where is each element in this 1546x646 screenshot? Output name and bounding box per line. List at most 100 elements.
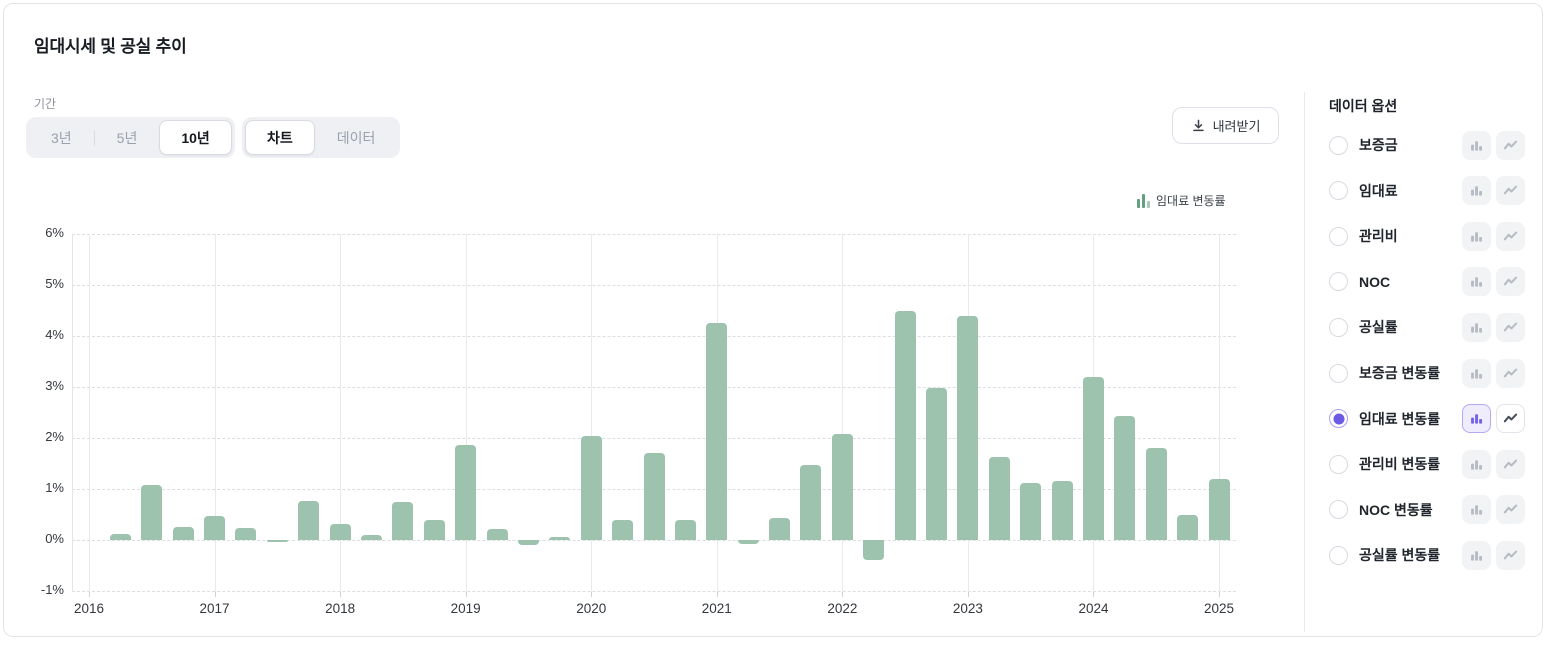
bar-2020-Q4[interactable] (706, 323, 728, 540)
radio-unselected[interactable] (1329, 135, 1348, 155)
bar-2021-Q3[interactable] (800, 464, 822, 540)
bar-view-icon-button[interactable] (1462, 267, 1491, 297)
view-option-1[interactable]: 차트 (245, 120, 315, 155)
radio-unselected[interactable] (1329, 181, 1348, 201)
y-gridline (72, 234, 1236, 235)
line-view-icon-button[interactable] (1496, 404, 1525, 434)
line-view-icon-button[interactable] (1496, 540, 1525, 570)
bar-2023-Q4[interactable] (1082, 376, 1104, 540)
bar-view-icon-button[interactable] (1462, 130, 1491, 160)
bar-view-icon-button[interactable] (1462, 221, 1491, 251)
line-view-icon-button[interactable] (1496, 130, 1525, 160)
bar-2021-Q4[interactable] (831, 434, 853, 540)
bar-2020-Q3[interactable] (674, 519, 696, 540)
x-axis-tick (340, 592, 342, 597)
vertical-divider (1304, 92, 1305, 632)
bar-2024-Q4[interactable] (1208, 479, 1230, 540)
bar-2019-Q3[interactable] (549, 536, 571, 540)
data-option-row: NOC (1329, 266, 1525, 298)
period-option-3[interactable]: 10년 (159, 120, 232, 155)
bar-view-icon-button[interactable] (1462, 495, 1491, 525)
bar-2016-Q3[interactable] (172, 526, 194, 540)
line-view-icon-button[interactable] (1496, 312, 1525, 342)
x-axis-tick (842, 592, 844, 597)
period-option-2[interactable]: 5년 (95, 120, 160, 155)
radio-unselected[interactable] (1329, 545, 1348, 565)
bar-2017-Q2[interactable] (266, 540, 288, 543)
bar-2018-Q4[interactable] (455, 444, 477, 540)
period-option-1[interactable]: 3년 (29, 120, 94, 155)
bar-view-icon-button[interactable] (1462, 358, 1491, 388)
line-view-icon-button[interactable] (1496, 221, 1525, 251)
bar-2018-Q1[interactable] (361, 534, 382, 540)
bar-2020-Q1[interactable] (612, 520, 634, 540)
x-axis-tick (1219, 592, 1221, 597)
bar-2019-Q4[interactable] (580, 436, 602, 540)
line-view-icon-button[interactable] (1496, 495, 1525, 525)
data-option-row: 공실률 (1329, 311, 1525, 343)
bar-view-icon-button[interactable] (1462, 312, 1491, 342)
bar-2016-Q4[interactable] (204, 516, 226, 540)
radio-selected[interactable] (1329, 409, 1348, 429)
x-axis-tick (716, 592, 718, 597)
data-option-label: 보증금 변동률 (1359, 365, 1441, 381)
bar-2019-Q1[interactable] (486, 528, 508, 540)
line-view-icon-button[interactable] (1496, 449, 1525, 479)
bar-2019-Q2[interactable] (517, 540, 539, 545)
data-option-label: 임대료 변동률 (1359, 410, 1441, 427)
data-option-row: 임대료 (1329, 175, 1525, 207)
bar-view-icon-button[interactable] (1462, 176, 1491, 206)
x-axis-tick (465, 592, 467, 597)
bar-view-icon-button[interactable] (1462, 449, 1491, 479)
radio-unselected[interactable] (1329, 272, 1348, 292)
bar-2021-Q2[interactable] (769, 518, 791, 540)
data-option-row: 관리비 변동률 (1329, 448, 1525, 480)
bar-2018-Q2[interactable] (392, 501, 414, 540)
y-gridline (72, 438, 1236, 439)
bar-2023-Q2[interactable] (1020, 483, 1042, 540)
bar-2017-Q4[interactable] (329, 523, 351, 540)
x-axis-tick (591, 592, 593, 597)
line-view-icon-button[interactable] (1496, 176, 1525, 206)
x-tick-label: 2018 (325, 601, 356, 616)
bar-2022-Q2[interactable] (894, 310, 916, 540)
radio-unselected[interactable] (1329, 317, 1348, 337)
view-option-2[interactable]: 데이터 (315, 120, 398, 155)
bar-view-icon-button[interactable] (1462, 540, 1491, 570)
download-button[interactable]: 내려받기 (1172, 107, 1279, 144)
bar-2021-Q1[interactable] (737, 540, 759, 545)
line-view-icon-button[interactable] (1496, 358, 1525, 388)
bar-chart: 2016 2017 2018 2019 2020 2021 2022 2023 2024 2025 (72, 234, 1236, 616)
bar-2022-Q1[interactable] (863, 540, 885, 561)
chart-legend: 임대료 변동률 (1137, 192, 1226, 209)
data-option-row: 보증금 변동률 (1329, 357, 1525, 389)
bar-chart-legend-icon (1137, 193, 1150, 208)
bar-2017-Q3[interactable] (298, 501, 320, 540)
bar-2024-Q1[interactable] (1114, 416, 1136, 540)
y-gridline (72, 540, 1236, 541)
radio-unselected[interactable] (1329, 454, 1348, 474)
bar-view-icon-button[interactable] (1462, 404, 1491, 434)
data-option-label: 공실률 변동률 (1359, 547, 1441, 564)
bar-2022-Q4[interactable] (957, 316, 979, 540)
bar-2016-Q1[interactable] (109, 534, 131, 540)
bar-2020-Q2[interactable] (643, 453, 665, 540)
bar-2018-Q3[interactable] (423, 519, 445, 540)
bar-2023-Q1[interactable] (988, 457, 1010, 540)
data-option-label: 관리비 변동률 (1359, 456, 1441, 473)
bar-2024-Q2[interactable] (1145, 448, 1167, 540)
bar-2024-Q3[interactable] (1177, 515, 1199, 540)
data-option-row: 공실률 변동률 (1329, 539, 1525, 571)
radio-unselected[interactable] (1329, 363, 1348, 383)
radio-unselected[interactable] (1329, 500, 1348, 520)
bar-2017-Q1[interactable] (235, 528, 257, 540)
rental-trend-card: 임대시세 및 공실 추이 기간 3년 5년 10년 차트 데이터 내려받기 임대료 변… (3, 3, 1543, 637)
bar-2022-Q3[interactable] (926, 387, 948, 540)
bar-2023-Q3[interactable] (1051, 480, 1073, 540)
line-view-icon-button[interactable] (1496, 267, 1525, 297)
bar-2016-Q2[interactable] (141, 485, 163, 540)
data-option-label: 관리비 (1359, 228, 1398, 245)
y-gridline (72, 387, 1236, 388)
radio-unselected[interactable] (1329, 226, 1348, 246)
data-option-row: 보증금 (1329, 129, 1525, 161)
